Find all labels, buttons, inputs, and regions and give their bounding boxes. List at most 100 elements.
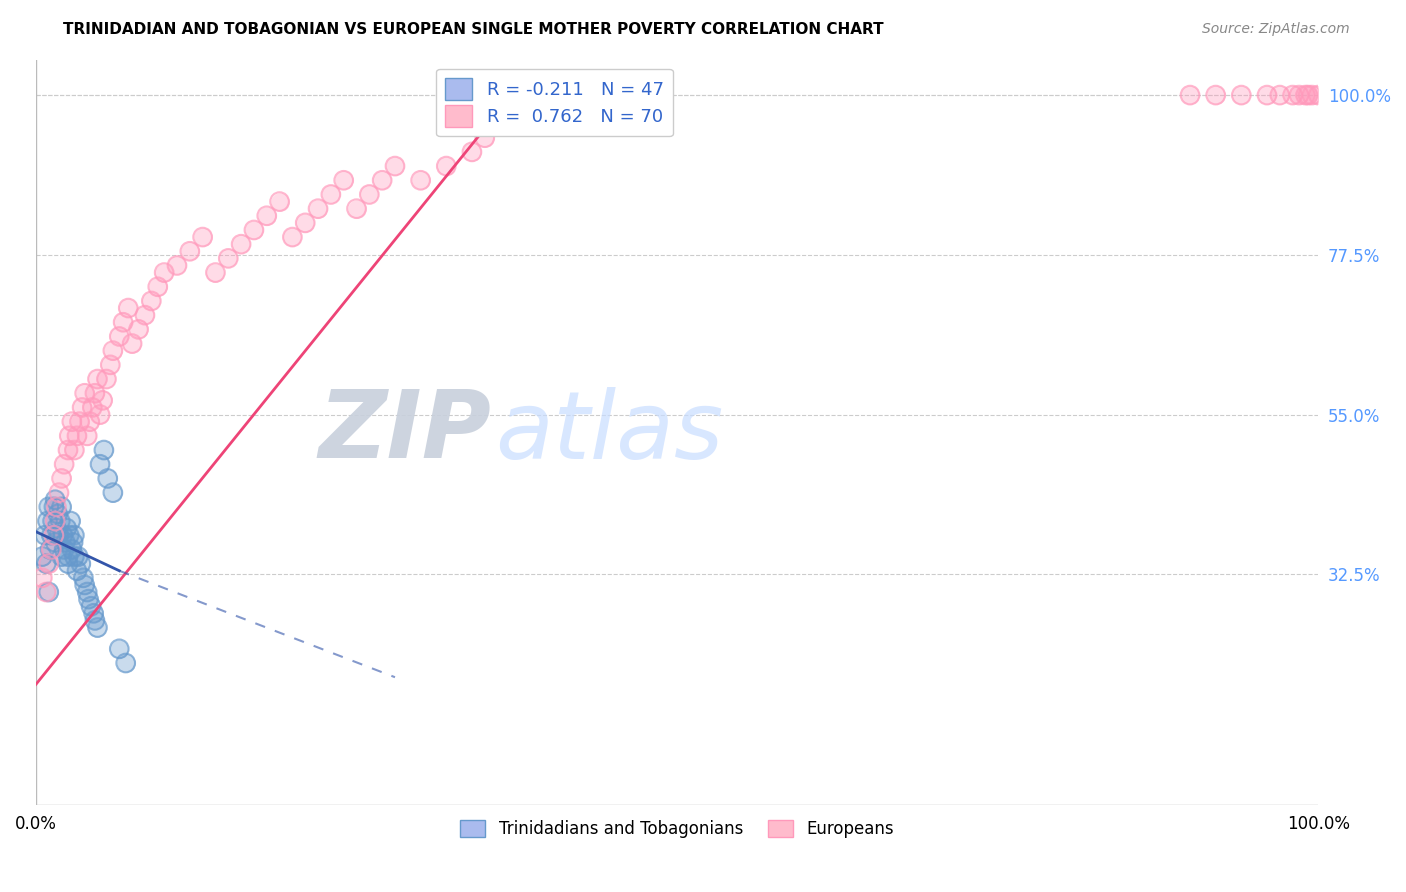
Point: [217, 252, 239, 266]
Point: [108, 329, 131, 343]
Point: [55, 521, 77, 535]
Point: [38, 500, 60, 514]
Point: [63, 528, 86, 542]
Text: TRINIDADIAN AND TOBAGONIAN VS EUROPEAN SINGLE MOTHER POVERTY CORRELATION CHART: TRINIDADIAN AND TOBAGONIAN VS EUROPEAN S…: [63, 22, 884, 37]
Point: [97, 471, 120, 485]
Point: [60, 415, 83, 429]
Point: [89, 408, 111, 422]
Point: [166, 259, 188, 273]
Point: [256, 209, 278, 223]
Point: [461, 145, 484, 159]
Point: [80, 599, 103, 614]
Point: [84, 386, 107, 401]
Point: [51, 471, 73, 485]
Point: [114, 656, 136, 670]
Point: [307, 202, 329, 216]
Point: [93, 443, 115, 458]
Point: [86, 372, 108, 386]
Point: [1308, 88, 1330, 103]
Point: [56, 557, 79, 571]
Point: [59, 514, 82, 528]
Point: [80, 599, 103, 614]
Point: [45, 500, 67, 514]
Point: [1178, 88, 1201, 103]
Point: [1256, 88, 1278, 103]
Point: [42, 528, 65, 542]
Point: [269, 194, 291, 209]
Point: [166, 259, 188, 273]
Point: [42, 500, 65, 514]
Point: [77, 592, 100, 607]
Point: [51, 500, 73, 514]
Point: [58, 528, 80, 542]
Point: [76, 429, 98, 443]
Point: [434, 159, 457, 173]
Point: [97, 471, 120, 485]
Point: [1230, 88, 1253, 103]
Point: [35, 557, 58, 571]
Point: [38, 557, 60, 571]
Point: [38, 585, 60, 599]
Point: [332, 173, 354, 187]
Point: [37, 514, 59, 528]
Point: [1294, 88, 1316, 103]
Point: [42, 528, 65, 542]
Point: [84, 386, 107, 401]
Point: [69, 557, 91, 571]
Point: [31, 549, 53, 564]
Point: [1288, 88, 1310, 103]
Point: [34, 528, 56, 542]
Point: [69, 557, 91, 571]
Point: [112, 315, 135, 329]
Point: [307, 202, 329, 216]
Point: [91, 393, 114, 408]
Point: [60, 415, 83, 429]
Point: [134, 308, 156, 322]
Point: [63, 443, 86, 458]
Point: [67, 549, 90, 564]
Point: [63, 549, 86, 564]
Point: [1294, 88, 1316, 103]
Point: [73, 386, 96, 401]
Point: [41, 528, 63, 542]
Point: [66, 564, 89, 578]
Point: [63, 443, 86, 458]
Point: [146, 279, 169, 293]
Point: [101, 343, 124, 358]
Point: [294, 216, 316, 230]
Point: [1296, 88, 1319, 103]
Point: [89, 408, 111, 422]
Point: [86, 621, 108, 635]
Point: [93, 443, 115, 458]
Point: [39, 542, 62, 557]
Point: [46, 507, 69, 521]
Point: [34, 528, 56, 542]
Point: [96, 372, 118, 386]
Point: [141, 293, 163, 308]
Point: [474, 130, 496, 145]
Point: [346, 202, 368, 216]
Point: [89, 457, 111, 471]
Point: [66, 564, 89, 578]
Point: [51, 500, 73, 514]
Point: [1205, 88, 1227, 103]
Point: [73, 578, 96, 592]
Point: [39, 542, 62, 557]
Point: [117, 301, 139, 315]
Point: [63, 549, 86, 564]
Point: [38, 585, 60, 599]
Point: [63, 528, 86, 542]
Point: [371, 173, 394, 187]
Point: [31, 571, 53, 585]
Text: ZIP: ZIP: [318, 386, 491, 478]
Point: [191, 230, 214, 244]
Point: [72, 571, 94, 585]
Point: [67, 549, 90, 564]
Point: [51, 549, 73, 564]
Point: [76, 585, 98, 599]
Point: [434, 159, 457, 173]
Point: [1205, 88, 1227, 103]
Point: [217, 252, 239, 266]
Point: [56, 557, 79, 571]
Point: [146, 279, 169, 293]
